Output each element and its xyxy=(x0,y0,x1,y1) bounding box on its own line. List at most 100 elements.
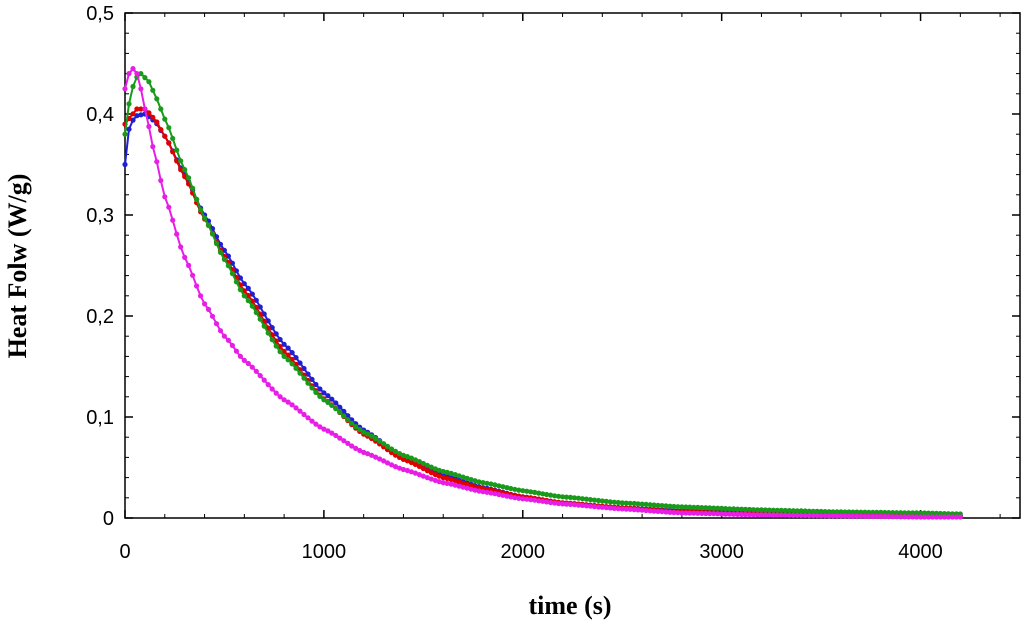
data-point xyxy=(444,469,450,475)
data-point xyxy=(277,344,283,350)
data-point xyxy=(408,469,414,475)
data-point xyxy=(707,505,713,511)
data-point xyxy=(627,500,633,506)
data-point xyxy=(711,505,717,511)
data-point xyxy=(138,71,144,77)
data-point xyxy=(309,376,315,382)
data-point xyxy=(739,506,745,512)
data-point xyxy=(269,337,275,343)
data-point xyxy=(532,489,538,495)
data-point xyxy=(762,507,769,513)
data-point xyxy=(655,508,661,514)
data-point xyxy=(914,510,920,516)
data-point xyxy=(516,495,522,501)
data-point xyxy=(289,361,295,367)
data-point xyxy=(369,433,375,439)
data-point xyxy=(846,513,852,519)
data-point xyxy=(814,513,820,519)
data-point xyxy=(420,460,426,467)
data-point xyxy=(448,481,454,487)
data-point xyxy=(321,426,327,432)
data-point xyxy=(170,135,176,142)
data-point xyxy=(309,385,315,391)
data-point xyxy=(205,306,212,312)
data-point xyxy=(575,502,582,508)
data-point xyxy=(329,396,335,402)
series-4 xyxy=(122,66,963,520)
data-point xyxy=(162,133,168,139)
data-point xyxy=(786,512,792,518)
data-point xyxy=(261,323,267,329)
data-point xyxy=(659,509,665,515)
data-point xyxy=(929,514,936,520)
data-point xyxy=(552,500,558,506)
data-point xyxy=(408,455,414,461)
data-point xyxy=(862,513,868,519)
data-point xyxy=(762,512,769,518)
data-point xyxy=(325,428,331,434)
data-point xyxy=(703,505,709,511)
data-point xyxy=(178,158,184,164)
data-point xyxy=(822,509,828,515)
y-tick-label: 0,5 xyxy=(86,3,114,25)
data-point xyxy=(221,247,227,253)
data-point xyxy=(281,348,287,354)
data-point xyxy=(392,448,399,454)
data-point xyxy=(384,460,391,466)
data-point xyxy=(874,509,880,515)
data-point xyxy=(643,507,649,514)
data-point xyxy=(122,86,128,92)
data-point xyxy=(746,506,753,513)
data-point xyxy=(357,427,363,433)
data-point xyxy=(154,96,160,102)
data-point xyxy=(611,505,617,511)
data-point xyxy=(683,510,689,516)
data-point xyxy=(456,473,462,479)
data-point xyxy=(504,485,510,491)
data-point xyxy=(508,494,514,500)
data-point xyxy=(802,508,808,514)
data-point xyxy=(591,497,598,503)
data-point xyxy=(404,458,410,464)
data-point xyxy=(918,514,924,520)
data-point xyxy=(237,287,243,293)
data-point xyxy=(778,507,784,513)
data-point xyxy=(711,511,717,517)
data-point xyxy=(878,509,884,515)
data-point xyxy=(484,480,490,486)
data-point xyxy=(766,507,773,513)
data-point xyxy=(508,485,514,492)
data-point xyxy=(925,514,932,520)
data-point xyxy=(707,510,713,517)
data-point xyxy=(774,507,781,513)
data-point xyxy=(544,491,550,498)
data-point xyxy=(663,503,669,509)
data-point xyxy=(739,511,745,518)
data-point xyxy=(627,506,633,512)
data-point xyxy=(683,504,689,510)
data-point xyxy=(854,513,860,519)
data-point xyxy=(369,452,375,458)
x-tick-label: 0 xyxy=(119,541,130,563)
data-point xyxy=(754,507,761,513)
data-point xyxy=(440,475,446,481)
data-point xyxy=(345,440,351,446)
data-point xyxy=(826,513,832,519)
data-point xyxy=(241,281,247,287)
data-point xyxy=(782,507,788,514)
data-point xyxy=(174,158,180,164)
data-point xyxy=(174,231,180,237)
data-point xyxy=(452,478,458,484)
data-point xyxy=(400,452,406,458)
data-point xyxy=(253,297,259,303)
data-point xyxy=(424,468,430,474)
data-point xyxy=(194,283,200,289)
data-point xyxy=(146,123,152,130)
data-point xyxy=(460,484,466,490)
data-point xyxy=(516,487,522,493)
data-point xyxy=(810,508,816,514)
data-point xyxy=(325,399,331,405)
data-point xyxy=(715,505,721,511)
data-point xyxy=(317,393,323,399)
data-point xyxy=(245,285,251,291)
